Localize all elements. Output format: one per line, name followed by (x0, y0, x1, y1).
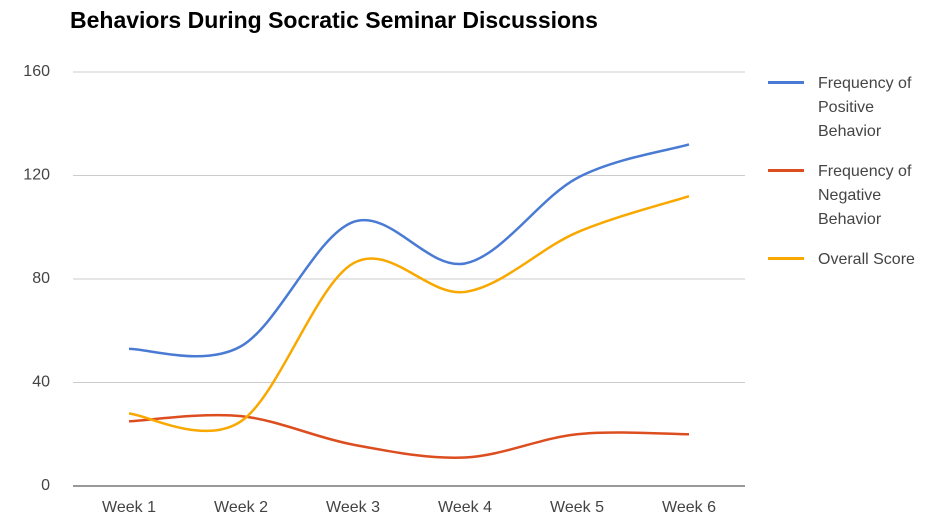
legend-item: Frequency of Negative Behavior (768, 160, 922, 232)
y-tick-label: 40 (32, 374, 50, 391)
series-line (128, 413, 690, 460)
y-tick-label: 0 (41, 477, 50, 494)
legend-label: Frequency of Negative Behavior (818, 163, 912, 228)
x-tick-label: Week 2 (214, 499, 268, 516)
x-tick-label: Week 6 (662, 499, 716, 516)
chart-title: Behaviors During Socratic Seminar Discus… (70, 7, 598, 33)
legend-label: Overall Score (818, 251, 915, 268)
y-tick-label: 120 (23, 167, 50, 184)
legend-label: Frequency of Positive Behavior (818, 75, 912, 140)
x-tick-label: Week 4 (438, 499, 492, 516)
x-tick-label: Week 5 (550, 499, 604, 516)
legend-swatch (768, 257, 804, 260)
y-tick-label: 160 (23, 63, 50, 80)
x-tick-label: Week 1 (102, 499, 156, 516)
legend-swatch (768, 81, 804, 84)
legend-item: Overall Score (768, 248, 922, 272)
legend-item: Frequency of Positive Behavior (768, 72, 922, 144)
series-line (128, 195, 690, 433)
legend-swatch (768, 169, 804, 172)
x-tick-label: Week 3 (326, 499, 380, 516)
y-tick-label: 80 (32, 270, 50, 287)
series-line (128, 143, 690, 358)
